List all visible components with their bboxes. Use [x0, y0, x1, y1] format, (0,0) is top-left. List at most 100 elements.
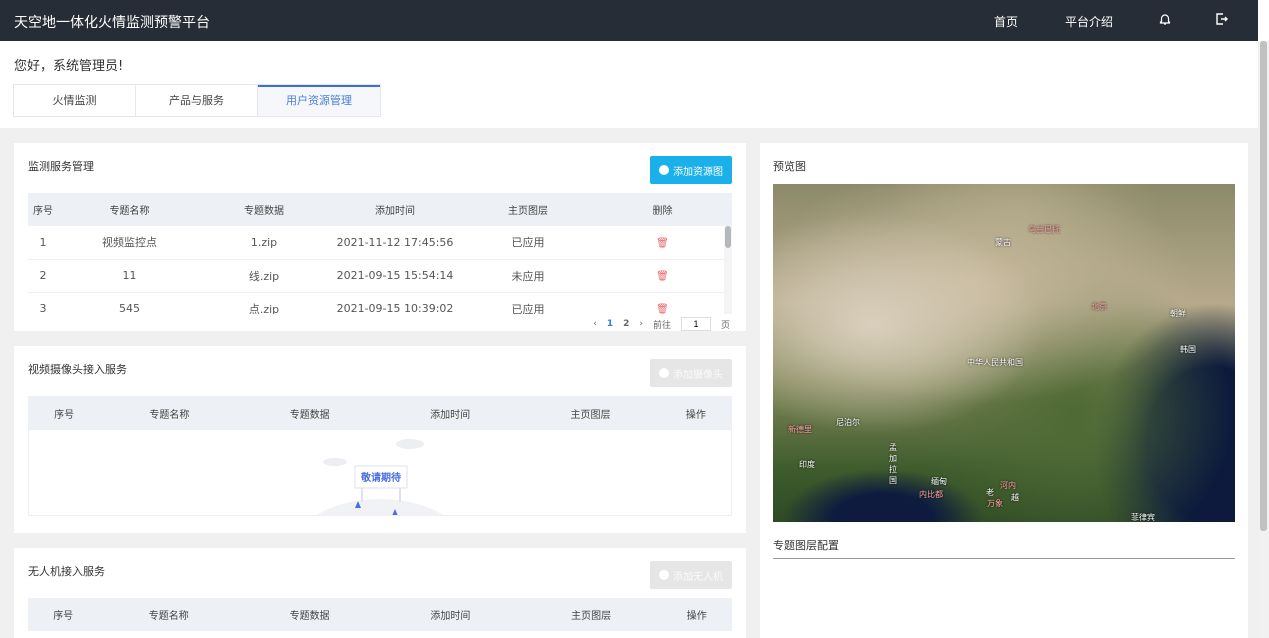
col-delete: 删除	[593, 193, 732, 226]
tab-user-resource-management[interactable]: 用户资源管理	[258, 85, 380, 116]
pagination: ‹ 1 2 › 前往 页	[593, 317, 730, 331]
coming-soon-illustration: 敬请期待	[317, 439, 443, 515]
trash-icon[interactable]: 🗑	[656, 304, 669, 314]
map-label: 印度	[799, 460, 815, 469]
table-header: 序号 专题名称 专题数据 添加时间 主页图层 操作	[28, 598, 732, 631]
plus-circle-icon	[659, 165, 669, 175]
map-label: 韩国	[1180, 345, 1196, 354]
cell-index: 1	[28, 226, 58, 260]
table-row: 3 545 点.zip 2021-09-15 10:39:02 已应用 🗑	[28, 292, 732, 314]
map-label: 老	[986, 488, 994, 497]
camera-service-panel: 视频摄像头接入服务 添加摄像头 序号 专题名称 专题数据 添加时间 主页图层 操作 敬请期…	[14, 346, 746, 533]
page-scrollbar[interactable]	[1258, 41, 1269, 638]
empty-text: 敬请期待	[360, 471, 401, 484]
map-label: 蒙古	[995, 238, 1011, 247]
map-label: 内比都	[919, 490, 943, 499]
col-home-layer: 主页图层	[463, 193, 593, 226]
table-row: 1 视频监控点 1.zip 2021-11-12 17:45:56 已应用 🗑	[28, 226, 732, 260]
tab-products-services[interactable]: 产品与服务	[136, 85, 258, 116]
page-1[interactable]: 1	[606, 319, 614, 329]
page-unit: 页	[720, 320, 730, 331]
app-title: 天空地一体化火情监测预警平台	[14, 15, 210, 31]
col-topic-name: 专题名称	[99, 397, 240, 430]
bell-icon[interactable]	[1158, 12, 1172, 26]
add-camera-button[interactable]: 添加摄像头	[650, 359, 732, 387]
cell-name: 视频监控点	[58, 226, 201, 260]
plus-circle-icon	[659, 570, 669, 580]
trash-icon[interactable]: 🗑	[656, 271, 669, 282]
map-label: 万象	[987, 499, 1003, 508]
main-tabs: 火情监测 产品与服务 用户资源管理	[13, 84, 381, 117]
nav-platform-intro[interactable]: 平台介绍	[1065, 15, 1114, 29]
cell-index: 3	[28, 292, 58, 314]
cell-name: 545	[58, 292, 201, 314]
scrollbar-thumb[interactable]	[1260, 41, 1267, 531]
map-label: 新德里	[788, 425, 812, 434]
preview-panel: 预览图 乌兰巴托 蒙古 北京 朝鲜 韩国 中华人民共和国 尼泊尔 新德里 印度 …	[760, 143, 1248, 638]
table-header: 序号 专题名称 专题数据 添加时间 主页图层 删除	[28, 193, 732, 226]
cell-name: 11	[58, 259, 201, 293]
logout-icon[interactable]	[1215, 12, 1229, 26]
panel-title: 视频摄像头接入服务	[28, 363, 127, 376]
map-label: 孟加拉国	[889, 443, 897, 485]
cell-time: 2021-09-15 15:54:14	[327, 259, 463, 293]
nav-home[interactable]: 首页	[994, 15, 1019, 29]
add-drone-button[interactable]: 添加无人机	[650, 561, 732, 589]
cell-index: 2	[28, 259, 58, 293]
preview-map[interactable]: 乌兰巴托 蒙古 北京 朝鲜 韩国 中华人民共和国 尼泊尔 新德里 印度 孟加拉国…	[773, 184, 1235, 522]
monitor-service-panel: 监测服务管理 添加资源图 序号 专题名称 专题数据 添加时间 主页图层 删除 1…	[14, 143, 746, 331]
map-label: 朝鲜	[1170, 309, 1186, 318]
col-index: 序号	[29, 397, 100, 430]
col-topic-data: 专题数据	[201, 193, 327, 226]
col-home-layer: 主页图层	[520, 397, 661, 430]
scrollbar-thumb[interactable]	[725, 226, 731, 248]
map-label: 尼泊尔	[836, 418, 860, 427]
button-label: 添加摄像头	[673, 369, 723, 381]
goto-label: 前往	[652, 320, 671, 331]
button-label: 添加资源图	[673, 166, 723, 178]
page-2[interactable]: 2	[623, 319, 630, 329]
goto-page-input[interactable]	[680, 317, 711, 331]
table-header: 序号 专题名称 专题数据 添加时间 主页图层 操作	[29, 397, 731, 430]
cell-time: 2021-11-12 17:45:56	[327, 226, 463, 260]
map-label: 河内	[1000, 481, 1016, 490]
button-label: 添加无人机	[673, 571, 723, 583]
add-resource-button[interactable]: 添加资源图	[650, 156, 732, 184]
col-action: 操作	[660, 397, 731, 430]
cell-layer: 已应用	[463, 226, 593, 260]
table-scrollbar[interactable]	[724, 226, 732, 314]
col-index: 序号	[28, 598, 99, 631]
col-add-time: 添加时间	[379, 598, 521, 631]
cell-layer: 未应用	[463, 259, 593, 293]
tab-fire-monitoring[interactable]: 火情监测	[14, 85, 136, 116]
plus-circle-icon	[659, 368, 669, 378]
top-header: 天空地一体化火情监测预警平台 首页 平台介绍	[0, 0, 1258, 41]
table-row: 2 11 线.zip 2021-09-15 15:54:14 未应用 🗑	[28, 259, 732, 293]
map-label: 缅甸	[931, 477, 947, 486]
cell-time: 2021-09-15 10:39:02	[327, 292, 463, 314]
drone-table: 序号 专题名称 专题数据 添加时间 主页图层 操作	[28, 598, 732, 638]
col-topic-name: 专题名称	[98, 598, 240, 631]
greeting: 您好，系统管理员!	[14, 59, 124, 74]
cell-layer: 已应用	[463, 292, 593, 314]
cell-data: 点.zip	[201, 292, 327, 314]
panel-title: 无人机接入服务	[28, 565, 105, 578]
prev-page-icon[interactable]: ‹	[593, 319, 597, 329]
col-index: 序号	[28, 193, 58, 226]
map-label: 越	[1011, 493, 1019, 502]
col-topic-data: 专题数据	[239, 397, 380, 430]
col-home-layer: 主页图层	[520, 598, 662, 631]
next-page-icon[interactable]: ›	[639, 319, 643, 329]
map-label: 乌兰巴托	[1028, 225, 1060, 234]
preview-title: 预览图	[773, 160, 806, 173]
map-label: 北京	[1091, 302, 1107, 311]
col-add-time: 添加时间	[379, 397, 521, 430]
col-action: 操作	[661, 598, 732, 631]
drone-service-panel: 无人机接入服务 添加无人机 序号 专题名称 专题数据 添加时间 主页图层 操作	[14, 548, 746, 638]
layer-config-title: 专题图层配置	[773, 539, 839, 552]
map-label: 菲律宾	[1131, 513, 1155, 522]
divider	[773, 558, 1235, 559]
map-label: 中华人民共和国	[967, 358, 1023, 367]
cell-data: 线.zip	[201, 259, 327, 293]
trash-icon[interactable]: 🗑	[656, 237, 669, 249]
